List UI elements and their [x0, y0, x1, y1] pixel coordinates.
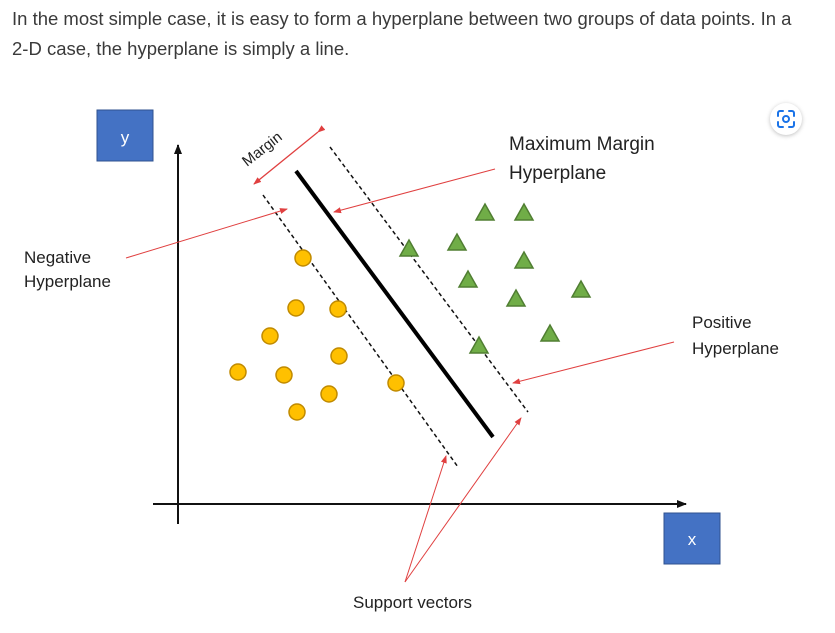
data-point-circle	[288, 403, 306, 421]
data-point-circle	[387, 374, 405, 392]
max-margin-label-line1: Maximum Margin	[509, 134, 655, 155]
intro-paragraph: In the most simple case, it is easy to f…	[12, 8, 792, 59]
data-point-triangle	[570, 279, 592, 298]
data-point-triangle	[539, 323, 561, 342]
negative-label-line1: Negative	[24, 248, 91, 267]
data-point-circle	[329, 300, 347, 318]
data-point-circle	[229, 363, 247, 381]
data-point-triangle	[513, 202, 535, 221]
negative-hyperplane-line	[262, 194, 459, 468]
x-axis-label-box: x	[663, 512, 721, 565]
negative-label-line2: Hyperplane	[24, 272, 111, 291]
data-point-triangle	[505, 288, 527, 307]
negative-class-points	[229, 249, 405, 421]
support-vectors-pointer-arrow-1	[404, 455, 447, 583]
data-point-circle	[275, 366, 293, 384]
support-vectors-pointer-arrow-2	[404, 417, 522, 583]
visual-search-button[interactable]	[770, 103, 802, 135]
max-margin-label-line2: Hyperplane	[509, 163, 606, 184]
data-point-triangle	[474, 202, 496, 221]
max-margin-pointer-arrow	[333, 168, 496, 214]
y-axis-label: y	[121, 128, 130, 147]
support-vectors-label: Support vectors	[353, 593, 472, 612]
positive-hyperplane-line	[329, 146, 529, 413]
data-point-circle	[330, 347, 348, 365]
x-axis-label: x	[688, 530, 697, 549]
positive-label-line1: Positive	[692, 313, 752, 332]
positive-class-points	[398, 202, 592, 354]
data-point-circle	[294, 249, 312, 267]
margin-arrow	[253, 125, 326, 185]
positive-label-line2: Hyperplane	[692, 339, 779, 358]
data-point-circle	[320, 385, 338, 403]
maximum-margin-hyperplane-line	[294, 169, 495, 439]
data-point-triangle	[457, 269, 479, 288]
data-point-triangle	[513, 250, 535, 269]
negative-pointer-arrow	[125, 208, 288, 259]
data-point-triangle	[398, 238, 420, 257]
data-point-circle	[261, 327, 279, 345]
positive-pointer-arrow	[512, 341, 675, 385]
data-point-triangle	[446, 232, 468, 251]
y-axis-label-box: y	[96, 109, 154, 162]
data-point-circle	[287, 299, 305, 317]
lens-scan-icon	[777, 110, 795, 128]
data-point-triangle	[468, 335, 490, 354]
